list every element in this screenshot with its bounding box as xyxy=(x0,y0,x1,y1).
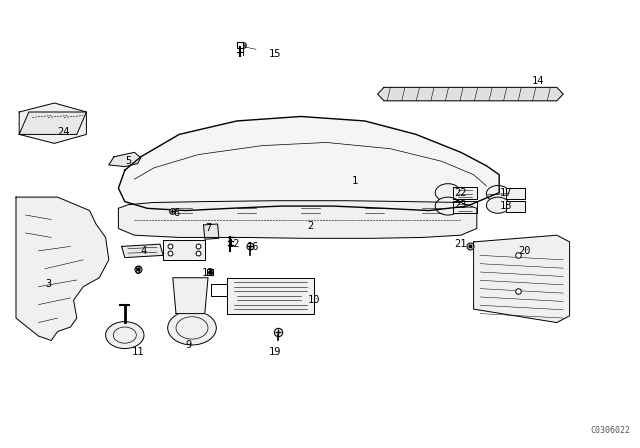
Polygon shape xyxy=(122,244,163,258)
Circle shape xyxy=(486,197,509,213)
Polygon shape xyxy=(506,188,525,199)
Text: 4: 4 xyxy=(141,246,147,256)
Text: 21: 21 xyxy=(454,239,467,249)
Text: 13: 13 xyxy=(202,268,214,278)
Text: 18: 18 xyxy=(499,201,512,211)
Circle shape xyxy=(106,322,144,349)
Polygon shape xyxy=(474,235,570,323)
Polygon shape xyxy=(204,224,219,239)
Text: 15: 15 xyxy=(269,49,282,59)
Text: 6: 6 xyxy=(173,208,179,218)
Text: 9: 9 xyxy=(186,340,192,350)
Polygon shape xyxy=(227,278,314,314)
Text: 3: 3 xyxy=(45,280,51,289)
Polygon shape xyxy=(16,197,109,340)
Text: 11: 11 xyxy=(131,347,144,357)
Text: 16: 16 xyxy=(246,242,259,252)
Circle shape xyxy=(435,184,461,202)
Polygon shape xyxy=(163,240,205,260)
Text: 12: 12 xyxy=(227,239,240,249)
Polygon shape xyxy=(109,152,141,167)
Text: 1: 1 xyxy=(352,177,358,186)
Text: 17: 17 xyxy=(499,188,512,198)
Circle shape xyxy=(168,311,216,345)
Text: 23: 23 xyxy=(454,200,467,210)
Circle shape xyxy=(435,197,461,215)
Text: 24: 24 xyxy=(58,127,70,137)
Polygon shape xyxy=(118,116,499,211)
Text: 2: 2 xyxy=(307,221,314,231)
Polygon shape xyxy=(378,87,563,101)
Text: 10: 10 xyxy=(307,295,320,305)
Polygon shape xyxy=(453,201,477,213)
Text: 20: 20 xyxy=(518,246,531,256)
Text: 19: 19 xyxy=(269,347,282,357)
Polygon shape xyxy=(173,278,208,314)
Polygon shape xyxy=(19,112,86,134)
Text: 8: 8 xyxy=(134,266,141,276)
Text: 22: 22 xyxy=(454,188,467,198)
Polygon shape xyxy=(118,201,477,238)
Circle shape xyxy=(486,185,509,202)
Text: 5: 5 xyxy=(125,156,131,166)
Text: C0306022: C0306022 xyxy=(590,426,630,435)
Polygon shape xyxy=(19,103,86,143)
Polygon shape xyxy=(453,187,477,199)
Polygon shape xyxy=(506,201,525,212)
Text: 14: 14 xyxy=(531,76,544,86)
Text: 7: 7 xyxy=(205,224,211,233)
